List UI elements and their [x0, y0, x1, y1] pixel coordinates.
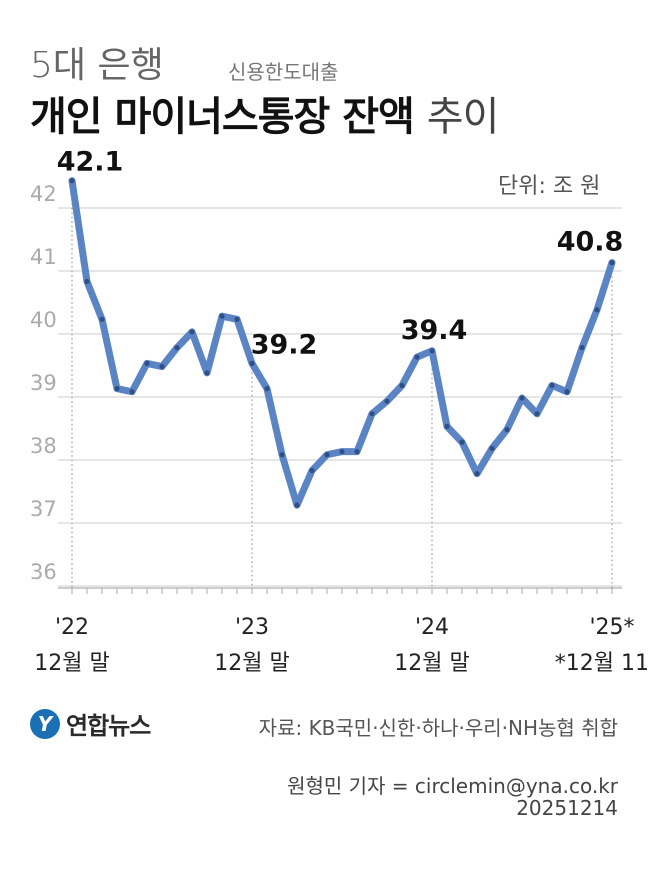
x-tick-label-year: '24 [415, 615, 449, 640]
data-point [579, 345, 585, 351]
x-tick-label-year: '25* [589, 615, 634, 640]
data-label: 40.8 [557, 227, 624, 258]
data-point [309, 467, 315, 474]
data-point [504, 426, 510, 433]
x-tick-label-date: 12월 말 [214, 651, 289, 676]
data-point [174, 345, 180, 351]
x-tick-label-date: 12월 말 [34, 651, 109, 676]
x-tick-label-year: '23 [235, 615, 269, 640]
data-point [99, 316, 105, 322]
data-point [204, 370, 210, 376]
data-point [459, 439, 465, 445]
unit-label: 단위: 조 원 [498, 174, 601, 199]
data-point [609, 260, 615, 266]
data-label: 39.2 [251, 329, 318, 360]
logo-text: 연합뉴스 [66, 712, 151, 740]
data-point [369, 411, 375, 417]
kicker-title: 5대 은행 [30, 45, 164, 86]
data-point [84, 278, 90, 285]
data-point [69, 178, 75, 184]
y-tick-label: 42 [30, 182, 57, 206]
data-label: 39.4 [401, 315, 468, 346]
data-label: 42.1 [57, 147, 124, 178]
data-point [294, 502, 300, 508]
logo-icon: Y [30, 708, 60, 739]
data-point [159, 363, 165, 370]
x-tick-label-date: 12월 말 [394, 651, 469, 676]
data-point [474, 471, 480, 477]
brand-logo: Y 연합뉴스 [30, 706, 151, 741]
data-point [489, 445, 495, 452]
data-point [129, 389, 135, 395]
data-point [549, 382, 555, 389]
y-tick-label: 38 [30, 434, 57, 458]
data-point [324, 452, 330, 458]
data-point [249, 360, 255, 366]
data-point [414, 354, 420, 360]
subtitle: 신용한도대출 [228, 60, 339, 84]
data-point [144, 360, 150, 366]
y-tick-label: 36 [30, 560, 57, 584]
data-point [279, 452, 285, 458]
y-tick-label: 40 [30, 308, 57, 332]
reporter-credit: 원형민 기자 = circlemin@yna.co.kr [287, 774, 618, 798]
data-point [594, 307, 600, 313]
data-point [354, 449, 360, 455]
y-tick-label: 37 [30, 497, 57, 521]
data-point [564, 389, 570, 395]
data-point [234, 316, 240, 322]
data-point [114, 386, 120, 392]
y-tick-label: 41 [30, 245, 57, 269]
data-point [534, 411, 540, 417]
chart-title: 개인 마이너스통장 잔액 추이 [30, 84, 500, 142]
x-tick-label-date: *12월 11일 [555, 651, 650, 676]
chart-title-main: 개인 마이너스통장 잔액 [30, 94, 415, 140]
series-line [68, 177, 616, 509]
y-tick-label: 39 [30, 371, 57, 395]
data-point [399, 382, 405, 389]
data-point [429, 348, 435, 354]
x-tick-label-year: '22 [55, 615, 89, 640]
data-point [189, 329, 195, 335]
data-point [339, 449, 345, 455]
source-note: 자료: KB국민·신한·하나·우리·NH농협 취합 [258, 716, 618, 740]
data-point [519, 395, 525, 401]
data-point [444, 423, 450, 429]
data-point [219, 313, 225, 319]
publish-date: 20251214 [516, 796, 618, 820]
data-point [264, 386, 270, 392]
chart-title-tail: 추이 [426, 94, 500, 140]
data-point [384, 398, 390, 404]
